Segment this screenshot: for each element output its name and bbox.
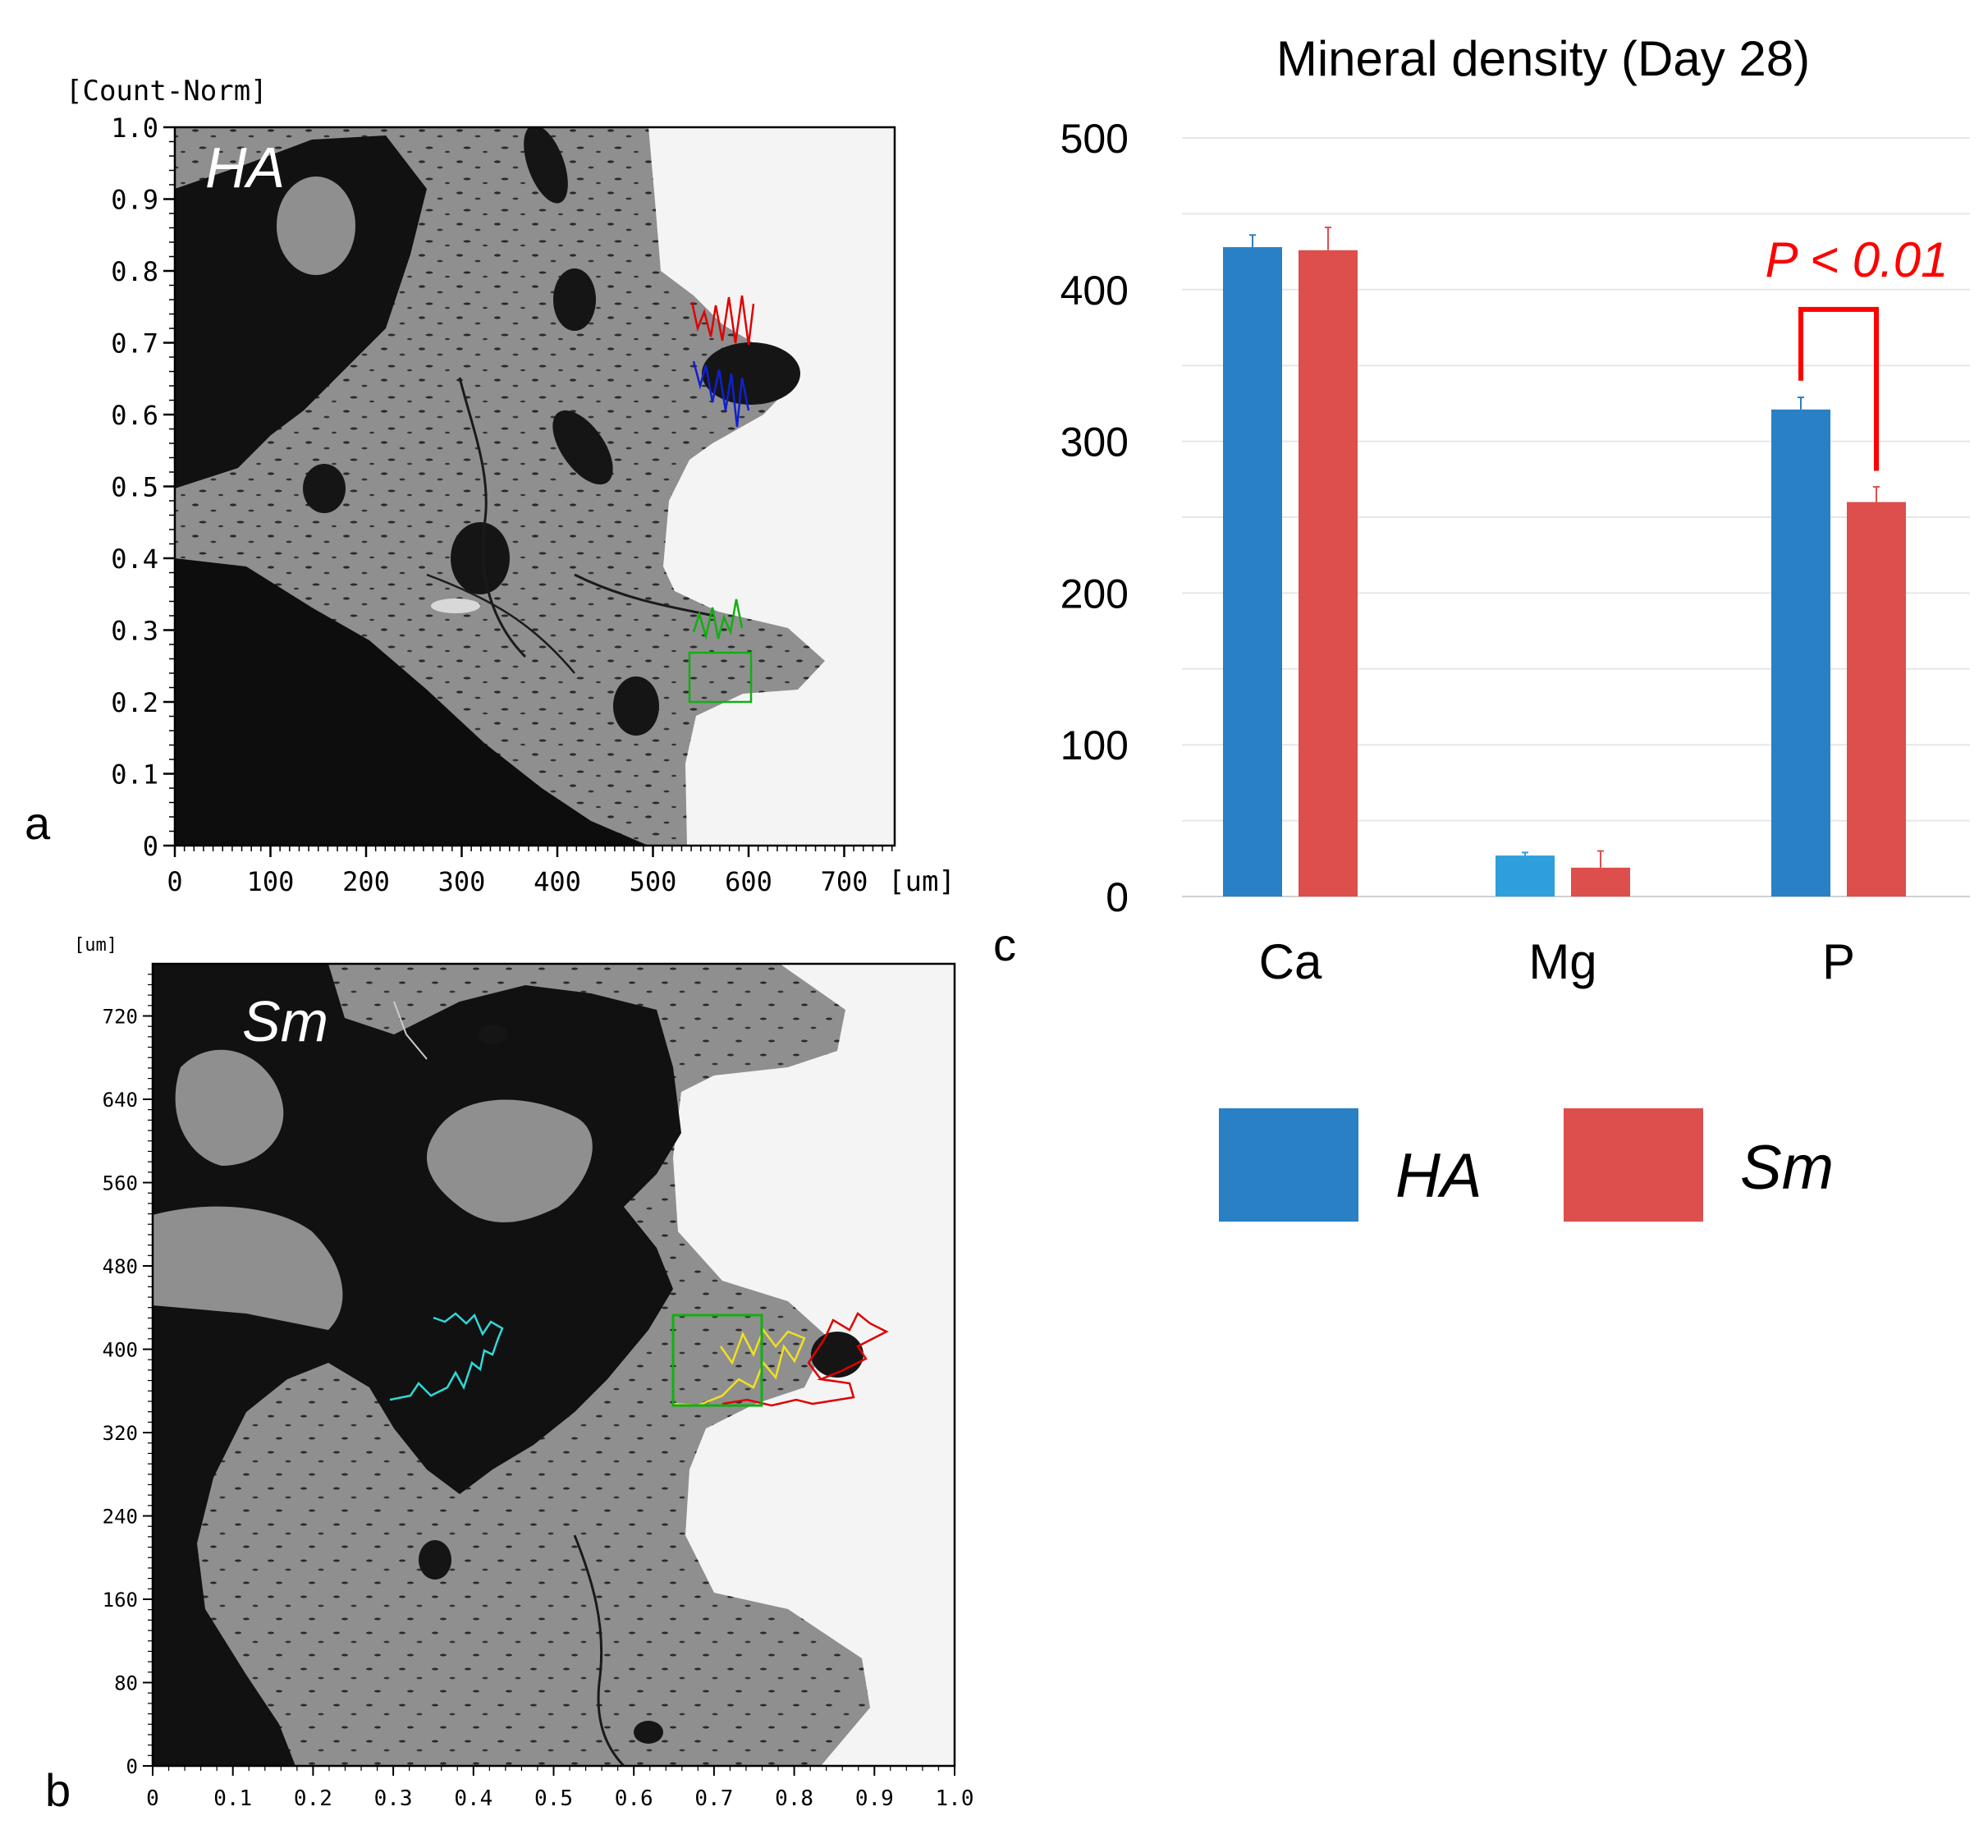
panel-b-y-tick-label: 480 <box>103 1255 138 1278</box>
panel-b-x-tick-label: 0.5 <box>534 1786 573 1811</box>
panel-a-y-tick-label: 0.5 <box>111 472 158 503</box>
panel-c-chart: Mineral density (Day 28) 0 100 200 300 400 50… <box>993 31 1970 1222</box>
legend-label-sm: Sm <box>1740 1133 1834 1203</box>
panel-a-y-tick-label: 0.9 <box>111 185 158 216</box>
legend-swatch-sm <box>1564 1108 1703 1222</box>
chart-y-tick-label: 300 <box>1060 420 1129 465</box>
panel-a-y-tick-label: 0.3 <box>111 616 158 647</box>
significance-label: P < 0.01 <box>1766 232 1949 287</box>
panel-b-sample-label: Sm <box>242 989 328 1053</box>
panel-b-y-tick-label: 720 <box>103 1006 138 1029</box>
panel-b-y-tick-label: 240 <box>103 1506 138 1529</box>
panel-b-micrograph <box>153 964 955 1766</box>
panel-a-sample-label: HA <box>205 135 285 199</box>
legend-label-ha: HA <box>1395 1141 1482 1211</box>
panel-a: 1.0 0.9 0.8 0.7 0.6 0.5 0.4 0.3 0.2 0.1 0 0 100 200 3… <box>25 75 955 898</box>
panel-b-y-tick-label: 560 <box>103 1172 138 1195</box>
bar-ha-p <box>1771 409 1830 896</box>
panel-a-y-axis: 1.0 0.9 0.8 0.7 0.6 0.5 0.4 0.3 0.2 0.1 0 <box>111 112 175 862</box>
panel-b-x-tick-label: 0.3 <box>374 1786 413 1811</box>
bar-sm-mg <box>1571 867 1630 896</box>
panel-c-label: c <box>993 919 1016 970</box>
panel-b-y-axis-title: [um] <box>74 935 117 956</box>
chart-bars <box>1223 227 1906 896</box>
panel-a-y-tick-label: 0.1 <box>111 759 158 791</box>
panel-a-x-tick-label: 300 <box>438 866 486 897</box>
panel-b-x-axis: 0 0.1 0.2 0.3 0.4 0.5 0.6 0.7 0.8 0.9 1.0 <box>146 1766 973 1811</box>
panel-a-y-tick-label: 0.7 <box>111 328 158 360</box>
chart-x-tick-label-ca: Ca <box>1259 934 1322 989</box>
panel-b-y-tick-label: 320 <box>103 1422 138 1445</box>
panel-b-x-tick-label: 0.6 <box>615 1786 653 1811</box>
panel-a-canal <box>277 177 355 275</box>
panel-b-y-axis: 720 640 560 480 400 320 240 160 80 0 <box>103 974 153 1778</box>
chart-title: Mineral density (Day 28) <box>1276 31 1810 86</box>
bar-ha-ca <box>1223 247 1282 896</box>
panel-a-label: a <box>25 797 51 849</box>
panel-b-y-tick-label: 400 <box>103 1339 138 1362</box>
panel-b-y-tick-label: 160 <box>103 1589 138 1612</box>
bar-sm-ca <box>1299 250 1358 896</box>
panel-a-x-tick-label: 0 <box>167 866 182 897</box>
panel-b: 720 640 560 480 400 320 240 160 80 0 0 0.1 0.2 0.3 0.… <box>45 935 973 1816</box>
panel-b-bone-trabecula <box>427 1099 593 1222</box>
panel-a-x-tick-label: 100 <box>247 866 295 897</box>
panel-b-x-tick-label: 0 <box>146 1786 159 1811</box>
panel-a-y-tick-label: 0 <box>143 831 158 862</box>
chart-x-axis: Ca Mg P <box>1259 934 1855 989</box>
panel-a-x-tick-label: 700 <box>821 866 868 897</box>
chart-x-tick-label-p: P <box>1822 934 1855 989</box>
legend-swatch-ha <box>1219 1108 1358 1222</box>
chart-legend: HA Sm <box>1219 1108 1834 1222</box>
panel-a-x-tick-label: 400 <box>534 866 581 897</box>
panel-a-x-tick-label: 200 <box>342 866 390 897</box>
chart-y-tick-label: 0 <box>1106 874 1129 920</box>
chart-y-tick-label: 200 <box>1060 571 1129 617</box>
bar-ha-mg <box>1496 855 1555 896</box>
panel-b-x-tick-label: 0.7 <box>694 1786 733 1811</box>
panel-b-x-tick-label: 0.2 <box>294 1786 332 1811</box>
panel-a-y-tick-label: 1.0 <box>111 112 158 144</box>
chart-x-tick-label-mg: Mg <box>1528 934 1596 989</box>
chart-y-tick-label: 400 <box>1060 268 1129 314</box>
panel-b-x-tick-label: 0.9 <box>855 1786 894 1811</box>
panel-a-x-tick-label: 600 <box>725 866 772 897</box>
panel-a-x-axis: 0 100 200 300 400 500 600 700 <box>167 846 893 897</box>
panel-a-y-tick-label: 0.6 <box>111 400 158 431</box>
panel-a-x-tick-label: 500 <box>630 866 677 897</box>
chart-y-tick-label: 100 <box>1060 722 1129 768</box>
panel-a-dark-region-upper <box>175 135 427 488</box>
panel-a-y-tick-label: 0.2 <box>111 687 158 718</box>
panel-b-y-tick-label: 80 <box>114 1672 138 1695</box>
panel-a-x-unit: [um] <box>888 865 955 898</box>
panel-a-y-tick-label: 0.4 <box>111 543 158 575</box>
chart-y-tick-label: 500 <box>1060 116 1129 162</box>
panel-b-y-tick-label: 0 <box>126 1755 138 1778</box>
panel-a-micrograph <box>175 127 895 846</box>
panel-a-y-axis-title: [Count-Norm] <box>66 75 268 108</box>
panel-b-x-tick-label: 0.1 <box>213 1786 252 1811</box>
bar-sm-p <box>1847 502 1906 896</box>
significance-bracket <box>1798 306 1879 471</box>
significance-annotation: P < 0.01 <box>1766 232 1949 471</box>
panel-b-x-tick-label: 0.8 <box>775 1786 813 1811</box>
panel-b-label: b <box>45 1764 71 1816</box>
panel-b-x-tick-label: 0.4 <box>454 1786 492 1811</box>
panel-b-y-tick-label: 640 <box>103 1089 138 1112</box>
panel-b-x-tick-label: 1.0 <box>936 1786 974 1811</box>
chart-y-axis: 0 100 200 300 400 500 <box>1060 116 1129 920</box>
panel-a-y-tick-label: 0.8 <box>111 256 158 287</box>
panel-a-dark-region-lower <box>175 558 648 846</box>
